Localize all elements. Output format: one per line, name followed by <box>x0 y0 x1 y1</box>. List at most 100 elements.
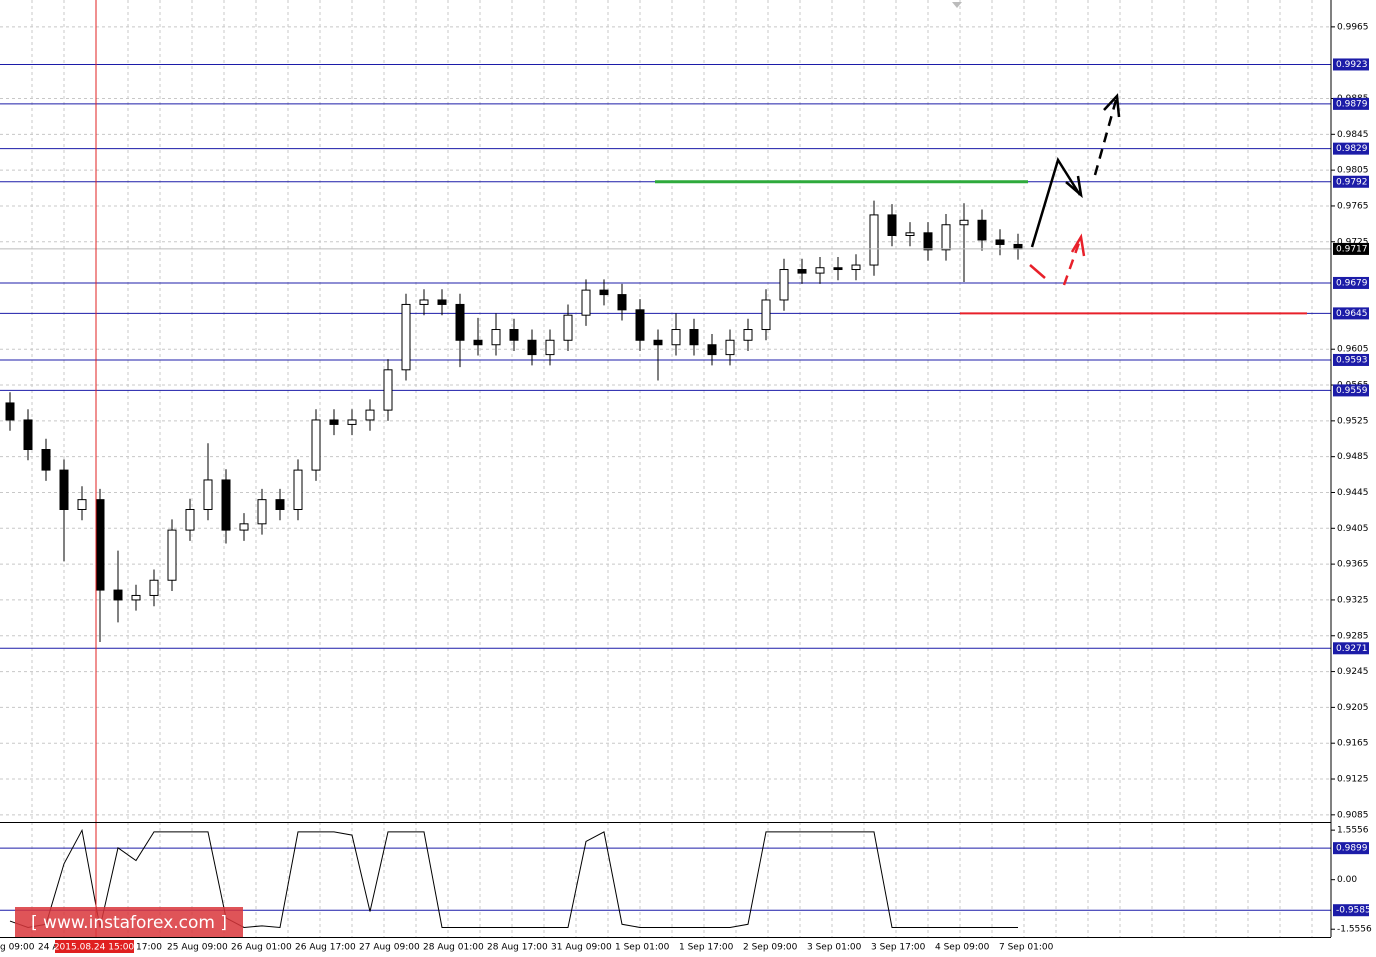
current-price-label: 0.9717 <box>1336 244 1368 254</box>
y-tick-label: 0.9165 <box>1337 739 1369 749</box>
candle-body <box>941 224 951 251</box>
candle-body <box>797 269 807 274</box>
candle-body <box>77 499 87 510</box>
level-label-box <box>1333 307 1369 320</box>
level-label-box <box>1333 142 1369 155</box>
level-label: 0.9792 <box>1336 177 1368 187</box>
y-tick-label: 0.9525 <box>1337 416 1369 426</box>
candle-body <box>419 299 429 305</box>
candle-body <box>149 579 159 596</box>
level-label: 0.9923 <box>1336 60 1368 70</box>
y-tick-label: 0.9445 <box>1337 488 1369 498</box>
indicator-tick-label: -1.5556 <box>1337 925 1372 935</box>
x-tick-label: 1 Sep 17:00 <box>679 943 734 953</box>
watermark-box <box>15 907 243 937</box>
candle-body <box>851 264 861 271</box>
level-label: 0.9645 <box>1336 309 1368 319</box>
x-tick-label: 27 Aug 09:00 <box>359 943 420 953</box>
candle-body <box>545 339 555 356</box>
y-tick-label: 0.9485 <box>1337 452 1369 462</box>
y-tick-label: 0.9605 <box>1337 345 1369 355</box>
candle-body <box>473 339 483 346</box>
level-label: 0.9879 <box>1336 99 1368 109</box>
cursor-label: 2015.08.24 15:00 <box>54 943 135 953</box>
level-label: 0.9559 <box>1336 386 1368 396</box>
arrow-head <box>1070 233 1086 257</box>
candle-body <box>923 232 933 251</box>
y-tick-label: 0.9285 <box>1337 631 1369 641</box>
candle-body <box>311 419 321 471</box>
candle-body <box>887 214 897 236</box>
candle-body <box>41 449 51 471</box>
cursor-label-box <box>55 940 134 953</box>
candle-body <box>491 329 501 346</box>
arrow-path <box>1062 239 1082 286</box>
level-label: 0.9271 <box>1336 644 1368 654</box>
watermark: [ www.instaforex.com ] <box>31 913 227 933</box>
x-tick-label: 7 Sep 01:00 <box>999 943 1054 953</box>
candle-body <box>815 267 825 274</box>
x-tick-label: 3 Sep 01:00 <box>807 943 862 953</box>
indicator-level-box <box>1333 842 1369 855</box>
arrow-path <box>1029 264 1046 279</box>
y-tick-label: 0.9845 <box>1337 130 1369 140</box>
candle-body <box>833 267 843 271</box>
candle-body <box>905 232 915 236</box>
candle-body <box>185 508 195 531</box>
candle-body <box>365 409 375 421</box>
candle-body <box>995 239 1005 245</box>
y-tick-label: 0.9805 <box>1337 166 1369 176</box>
candle-body <box>509 329 519 341</box>
grid <box>0 0 1331 937</box>
level-label-box <box>1333 353 1369 366</box>
shift-marker <box>952 2 962 8</box>
candle-body <box>455 303 465 341</box>
candle-body <box>275 499 285 510</box>
arrow-head <box>1103 93 1121 118</box>
x-tick-label: 26 Aug 17:00 <box>295 943 356 953</box>
indicator-level-label: 0.9899 <box>1336 844 1368 854</box>
x-tick-label: 24 A <box>38 943 59 953</box>
candle-body <box>977 219 987 241</box>
candle-body <box>581 289 591 316</box>
indicator-level-box <box>1333 904 1369 917</box>
y-tick-label: 0.9725 <box>1337 237 1369 247</box>
x-tick-label: 3 Sep 17:00 <box>871 943 926 953</box>
level-label-box <box>1333 97 1369 110</box>
x-tick-label: 2 Sep 09:00 <box>743 943 798 953</box>
x-tick-label: 26 Aug 01:00 <box>231 943 292 953</box>
y-tick-label: 0.9245 <box>1337 667 1369 677</box>
level-label-box <box>1333 384 1369 397</box>
y-tick-label: 0.9085 <box>1337 810 1369 820</box>
level-label: 0.9593 <box>1336 355 1368 365</box>
y-tick-label: 0.9365 <box>1337 560 1369 570</box>
candle-body <box>599 289 609 296</box>
candle-body <box>437 299 447 305</box>
candle-body <box>1013 243 1023 250</box>
candle-body <box>779 269 789 301</box>
x-tick-label: g 09:00 <box>0 943 35 953</box>
indicator-line <box>9 828 1018 928</box>
candle-body <box>329 419 339 425</box>
forecast-arrows <box>1029 93 1121 286</box>
indicator-tick-label: 1.5556 <box>1337 826 1369 836</box>
candle-body <box>383 369 393 411</box>
candle-body <box>725 339 735 356</box>
candle-body <box>959 219 969 226</box>
plot <box>0 63 1331 928</box>
candle-body <box>563 314 573 341</box>
candle-body <box>95 499 105 591</box>
arrow-path <box>1030 157 1082 248</box>
arrow-head <box>1065 175 1083 199</box>
candle-body <box>527 339 537 356</box>
indicator-tick-label: 0.00 <box>1337 875 1357 885</box>
arrow-path <box>1093 99 1118 176</box>
candle-body <box>869 214 879 266</box>
level-label: 0.9829 <box>1336 144 1368 154</box>
level-label: 0.9679 <box>1336 278 1368 288</box>
level-label-box <box>1333 642 1369 655</box>
candle-body <box>635 309 645 341</box>
candle-body <box>401 303 411 371</box>
